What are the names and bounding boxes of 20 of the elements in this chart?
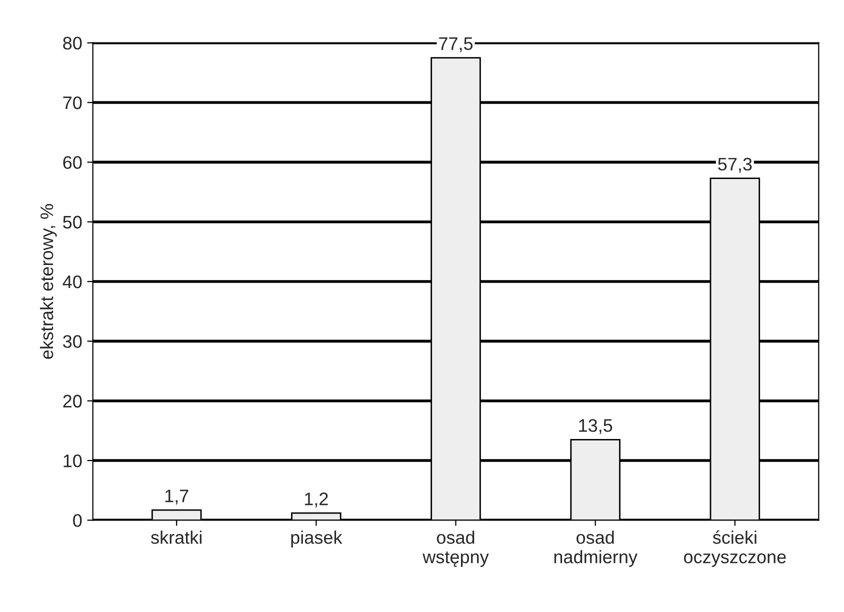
data-label: 1,7 bbox=[165, 490, 188, 504]
data-label: 13,5 bbox=[579, 419, 612, 434]
x-tick-label: skratki bbox=[151, 530, 202, 544]
data-label: 1,2 bbox=[305, 492, 328, 508]
y-tick-label: 10 bbox=[64, 454, 82, 468]
y-axis-title: ekstrakt eterowy, % bbox=[40, 204, 57, 359]
y-tick-label: 60 bbox=[63, 156, 82, 169]
y-tick-label: 50 bbox=[63, 216, 82, 229]
y-tick-label: 40 bbox=[62, 275, 82, 288]
y-tick-label: 70 bbox=[63, 96, 82, 110]
y-tick-label: 30 bbox=[63, 335, 82, 348]
x-tick-label: piasek bbox=[291, 530, 342, 548]
y-tick-label: 0 bbox=[73, 514, 82, 527]
y-tick-label: 20 bbox=[63, 394, 82, 408]
data-label: 57,3 bbox=[718, 158, 752, 173]
data-label: 77,5 bbox=[439, 37, 473, 52]
x-tick-label: osad wstępny bbox=[422, 530, 489, 567]
y-tick-label: 80 bbox=[63, 36, 82, 50]
x-tick-label: osad nadmierny bbox=[554, 530, 638, 567]
x-tick-label: ścieki oczyszczone bbox=[684, 530, 786, 567]
